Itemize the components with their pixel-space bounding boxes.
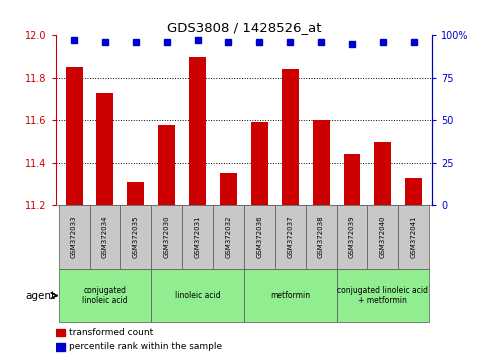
Bar — [282, 69, 298, 205]
Bar — [343, 154, 360, 205]
Text: GSM372031: GSM372031 — [195, 216, 200, 258]
Text: GSM372033: GSM372033 — [71, 216, 77, 258]
Bar — [120, 205, 151, 269]
Text: GSM372035: GSM372035 — [133, 216, 139, 258]
Bar — [58, 269, 151, 322]
Bar — [220, 173, 237, 205]
Bar — [337, 205, 368, 269]
Text: GSM372032: GSM372032 — [226, 216, 231, 258]
Text: GSM372030: GSM372030 — [164, 216, 170, 258]
Bar — [58, 205, 89, 269]
Bar — [337, 269, 429, 322]
Text: conjugated
linoleic acid: conjugated linoleic acid — [82, 286, 128, 305]
Bar — [306, 205, 337, 269]
Bar — [56, 329, 65, 336]
Text: linoleic acid: linoleic acid — [175, 291, 220, 300]
Bar — [368, 205, 398, 269]
Bar — [251, 122, 268, 205]
Text: percentile rank within the sample: percentile rank within the sample — [69, 342, 222, 352]
Bar — [97, 93, 114, 205]
Text: GSM372041: GSM372041 — [411, 216, 417, 258]
Text: GSM372040: GSM372040 — [380, 216, 386, 258]
Text: agent: agent — [26, 291, 56, 301]
Bar — [313, 120, 329, 205]
Text: GSM372036: GSM372036 — [256, 216, 262, 258]
Bar — [56, 343, 65, 351]
Bar — [158, 125, 175, 205]
Bar — [374, 142, 391, 205]
Bar — [128, 182, 144, 205]
Bar — [244, 205, 275, 269]
Title: GDS3808 / 1428526_at: GDS3808 / 1428526_at — [167, 21, 321, 34]
Text: conjugated linoleic acid
+ metformin: conjugated linoleic acid + metformin — [338, 286, 428, 305]
Text: GSM372039: GSM372039 — [349, 216, 355, 258]
Bar — [213, 205, 244, 269]
Bar — [66, 67, 83, 205]
Bar — [151, 269, 244, 322]
Bar — [182, 205, 213, 269]
Text: metformin: metformin — [270, 291, 310, 300]
Bar — [398, 205, 429, 269]
Text: GSM372038: GSM372038 — [318, 216, 324, 258]
Bar — [151, 205, 182, 269]
Text: GSM372034: GSM372034 — [102, 216, 108, 258]
Text: GSM372037: GSM372037 — [287, 216, 293, 258]
Bar — [244, 269, 337, 322]
Bar — [275, 205, 306, 269]
Bar — [189, 57, 206, 205]
Bar — [405, 178, 422, 205]
Text: transformed count: transformed count — [69, 328, 153, 337]
Bar — [89, 205, 120, 269]
